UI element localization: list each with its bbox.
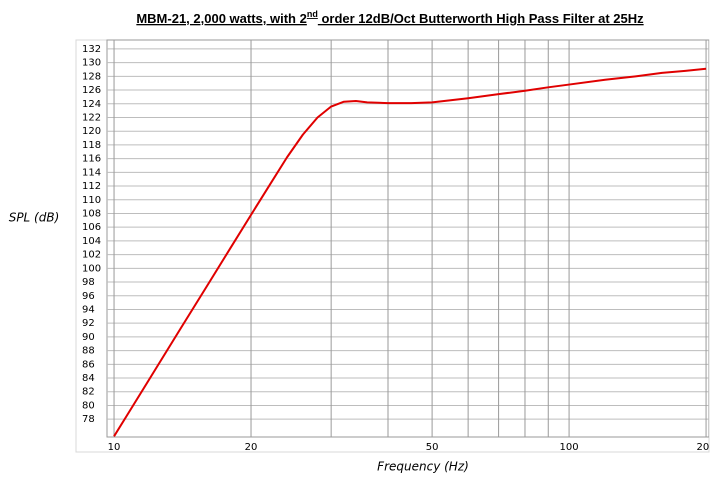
- x-tick-label: 20: [245, 442, 258, 453]
- x-tick-label: 200: [697, 442, 716, 453]
- chart-title: MBM-21, 2,000 watts, with 2nd order 12dB…: [136, 9, 644, 26]
- line-series: [113, 67, 707, 437]
- y-tick-label: 114: [82, 167, 101, 178]
- plot-area: [106, 39, 709, 438]
- y-tick-label: 92: [82, 318, 95, 329]
- y-tick-label: 128: [82, 71, 101, 82]
- y-tick-label: 102: [82, 250, 101, 261]
- y-tick-label: 84: [82, 373, 95, 384]
- title-part: MBM-21, 2,000 watts, with 2: [136, 11, 307, 26]
- x-tick-label: 100: [560, 442, 579, 453]
- y-tick-label: 120: [82, 126, 101, 137]
- y-tick-label: 124: [82, 99, 101, 110]
- y-tick-label: 94: [82, 304, 95, 315]
- y-tick-label: 106: [82, 222, 101, 233]
- x-tick-label: 10: [108, 442, 121, 453]
- y-tick-label: 112: [82, 181, 101, 192]
- y-tick-label: 82: [82, 387, 95, 398]
- y-tick-label: 110: [82, 195, 101, 206]
- y-tick-label: 116: [82, 154, 101, 165]
- y-tick-label: 104: [82, 236, 101, 247]
- y-tick-label: 80: [82, 400, 95, 411]
- y-tick-label: 130: [82, 58, 101, 69]
- y-axis-label: SPL (dB): [9, 211, 60, 225]
- x-tick-label: 50: [426, 442, 439, 453]
- plot: 78 80 82 84 86 88 90 92 94 96 98 100 102 104 106 108 110…: [82, 39, 716, 453]
- title-superscript: nd: [307, 9, 318, 19]
- y-tick-label: 132: [82, 44, 101, 55]
- y-tick-label: 122: [82, 112, 101, 123]
- y-tick-label: 88: [82, 346, 95, 357]
- y-tick-label: 90: [82, 332, 95, 343]
- y-tick-label: 126: [82, 85, 101, 96]
- y-tick-label: 108: [82, 208, 101, 219]
- y-tick-label: 98: [82, 277, 95, 288]
- y-tick-label: 96: [82, 291, 95, 302]
- title-part: order 12dB/Oct Butterworth High Pass Fil…: [318, 11, 644, 26]
- x-axis-label: Frequency (Hz): [377, 460, 469, 474]
- y-tick-label: 86: [82, 359, 95, 370]
- y-tick-label: 100: [82, 263, 101, 274]
- y-tick-label: 78: [82, 414, 95, 425]
- y-tick-label: 118: [82, 140, 101, 151]
